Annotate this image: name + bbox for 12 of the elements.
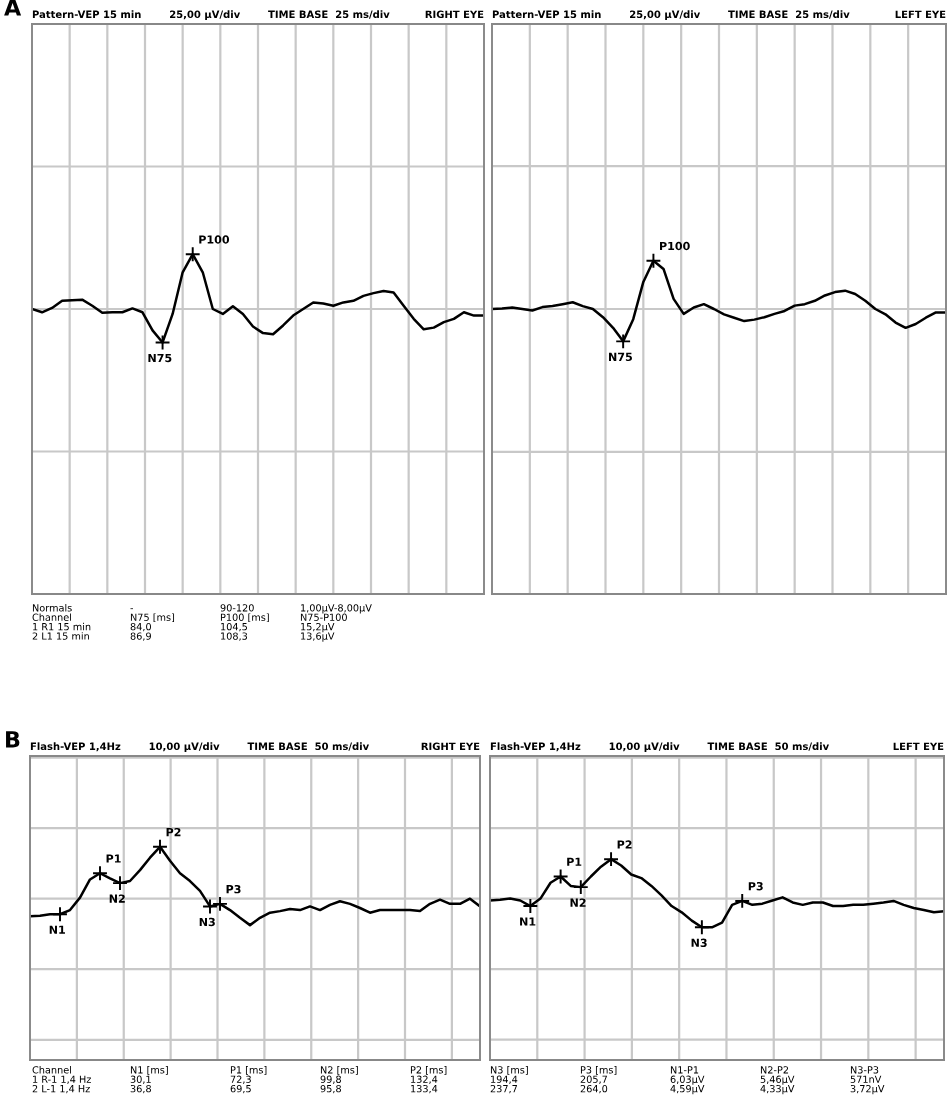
point (603, 851, 619, 868)
point (693, 919, 710, 936)
text: B (6, 731, 20, 748)
point (734, 893, 751, 909)
point (52, 906, 68, 923)
point (152, 838, 168, 855)
point (572, 879, 589, 896)
point (92, 865, 108, 882)
point (552, 868, 569, 885)
text: A (4, 0, 22, 16)
point (522, 898, 539, 914)
point (112, 875, 128, 892)
